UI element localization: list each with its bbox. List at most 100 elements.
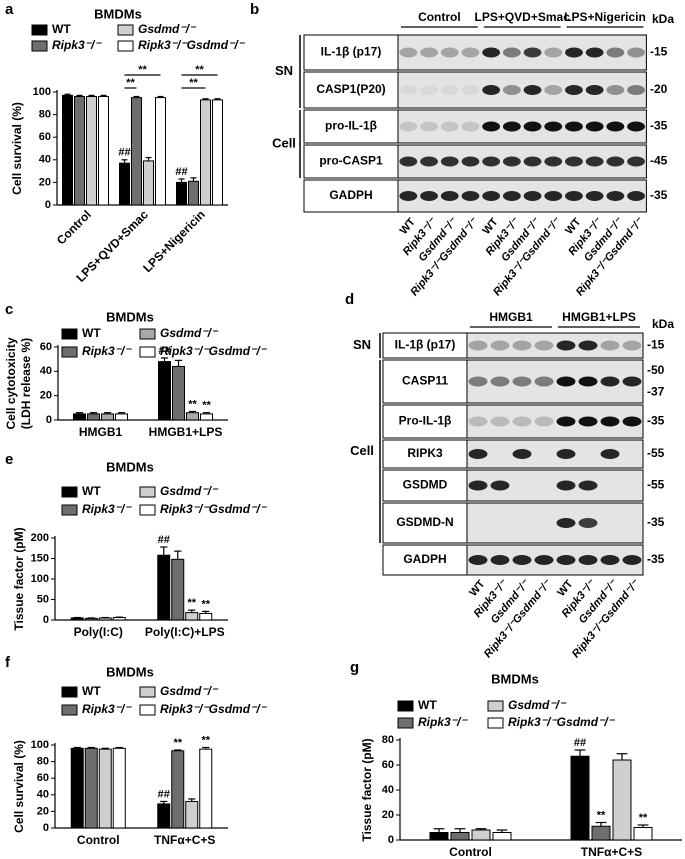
bar — [157, 554, 171, 621]
y-tick-label: 80 — [39, 109, 51, 121]
significance-label: ## — [574, 737, 586, 749]
legend-label: Ripk3⁻/⁻Gsdmd⁻/⁻ — [508, 715, 616, 729]
band — [565, 156, 583, 167]
kda-marker: -35 — [647, 414, 665, 428]
band — [482, 47, 501, 58]
legend-swatch — [487, 717, 504, 729]
legend-swatch — [31, 40, 48, 52]
band — [399, 85, 418, 95]
bar — [98, 617, 112, 621]
band — [627, 85, 645, 95]
row-label: RIPK3 — [407, 446, 443, 460]
bar — [200, 99, 211, 206]
legend-label: Ripk3⁻/⁻ — [52, 38, 102, 52]
band — [399, 191, 418, 201]
y-tick-label: 80 — [382, 734, 394, 746]
band — [622, 555, 642, 565]
legend-label: Ripk3⁻/⁻Gsdmd⁻/⁻ — [160, 344, 268, 358]
bar — [131, 97, 142, 206]
blot-strip — [397, 144, 647, 179]
significance-label: ** — [597, 809, 606, 821]
y-tick-label: 40 — [382, 784, 394, 796]
band — [440, 85, 459, 95]
y-tick-label: 60 — [40, 341, 52, 353]
legend-label: WT — [82, 684, 101, 698]
legend-swatch — [61, 486, 78, 498]
kda-marker: -45 — [650, 154, 668, 168]
significance-label: ** — [138, 64, 147, 76]
band — [544, 47, 563, 58]
band — [606, 47, 625, 58]
band — [565, 47, 583, 58]
legend-swatch — [31, 24, 48, 36]
kda-marker: -35 — [647, 552, 665, 566]
bar — [115, 413, 128, 421]
bar — [185, 612, 199, 621]
legend-label: Ripk3⁻/⁻ — [418, 715, 468, 729]
significance-label: ## — [158, 788, 170, 800]
blot-strip — [466, 502, 644, 544]
band — [468, 555, 488, 565]
band — [523, 85, 542, 95]
y-tick-label: 40 — [40, 365, 52, 377]
legend-label: WT — [418, 698, 437, 712]
band — [440, 156, 459, 167]
blot-strip — [397, 71, 647, 109]
y-axis-label: Tissue factor (pM) — [360, 738, 374, 841]
bar — [74, 96, 85, 206]
kda-marker: -37 — [647, 384, 665, 398]
band — [606, 191, 625, 201]
band — [556, 340, 576, 351]
bar — [570, 755, 590, 841]
group-header: LPS+Nigericin — [564, 10, 646, 24]
band — [606, 85, 625, 95]
band — [461, 121, 480, 132]
bar — [171, 558, 185, 621]
row-label-box — [303, 71, 399, 109]
chart-title: BMDMs — [106, 459, 154, 474]
band — [482, 191, 501, 201]
legend-label: Gsdmd⁻/⁻ — [160, 684, 219, 698]
band — [585, 85, 604, 95]
panel-label: a — [5, 1, 14, 18]
band — [440, 121, 459, 132]
band — [627, 191, 645, 201]
y-tick-label: 60 — [37, 772, 49, 784]
band — [420, 121, 438, 132]
band — [420, 191, 438, 201]
band — [502, 191, 521, 201]
band — [482, 85, 501, 95]
band — [600, 449, 620, 459]
y-tick-label: 20 — [382, 809, 394, 821]
section-label: SN — [275, 63, 293, 78]
y-axis-label: Cell cytotoxicity — [4, 337, 18, 429]
band — [578, 518, 598, 528]
band — [556, 555, 576, 565]
significance-label: ## — [118, 147, 130, 159]
band — [565, 85, 583, 95]
bar — [73, 413, 86, 421]
band — [420, 85, 438, 95]
significance-label: ** — [188, 398, 197, 410]
y-tick-label: 0 — [46, 414, 52, 426]
y-tick-label: 80 — [37, 756, 49, 768]
band — [600, 376, 620, 387]
panel-label: b — [250, 1, 259, 18]
legend-label: WT — [82, 326, 101, 340]
band — [461, 47, 480, 58]
band — [461, 156, 480, 167]
bar — [98, 748, 112, 829]
band — [502, 47, 521, 58]
band — [512, 555, 532, 565]
row-label: pro-CASP1 — [319, 154, 383, 168]
bar — [188, 180, 199, 206]
legend-label: Ripk3⁻/⁻Gsdmd⁻/⁻ — [160, 702, 268, 716]
section-label: Cell — [272, 135, 296, 150]
bar — [492, 832, 512, 841]
band — [490, 480, 510, 491]
group-header: HMGB1+LPS — [562, 310, 636, 324]
legend-label: Gsdmd⁻/⁻ — [508, 698, 567, 712]
bar — [612, 759, 632, 841]
section-label: SN — [353, 337, 371, 352]
band — [482, 156, 501, 167]
